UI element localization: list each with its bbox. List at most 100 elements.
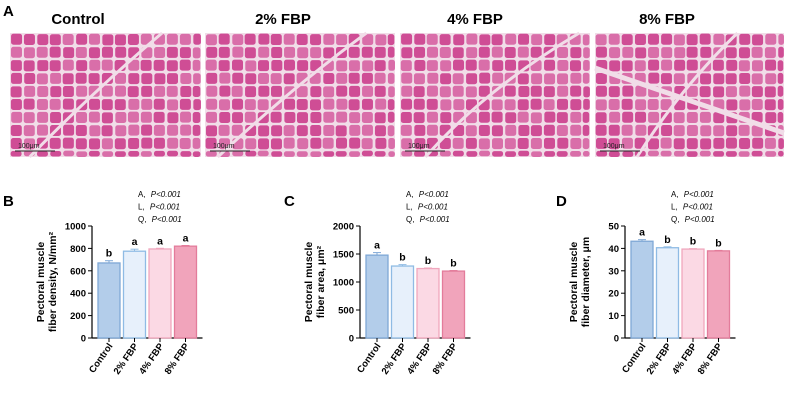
micrograph-row: Control 100μm 2% FBP 100μm 4% FBP 100μm 8% FBP… [10, 11, 785, 159]
muscle-fiber [323, 73, 335, 85]
muscle-fiber [75, 72, 87, 84]
muscle-fiber [569, 60, 581, 72]
muscle-fiber [673, 73, 685, 85]
muscle-fiber [751, 125, 763, 137]
muscle-fiber [336, 34, 348, 46]
muscle-fiber [465, 59, 477, 71]
muscle-fiber [582, 124, 590, 136]
muscle-fiber [739, 99, 751, 111]
bar [148, 248, 172, 339]
muscle-fiber [37, 60, 49, 72]
muscle-fiber [10, 46, 22, 58]
muscle-fiber [348, 33, 360, 45]
muscle-fiber [751, 150, 763, 157]
muscle-fiber [62, 137, 74, 149]
muscle-fiber [283, 125, 295, 137]
muscle-fiber [102, 34, 114, 46]
stat-line: L, P<0.001 [406, 203, 448, 212]
muscle-fiber [23, 47, 35, 59]
stat-p-value: P<0.001 [420, 215, 450, 224]
muscle-fiber [179, 47, 191, 59]
muscle-fiber [699, 86, 711, 98]
muscle-fiber [608, 124, 620, 136]
muscle-fiber [751, 98, 763, 110]
muscle-fiber [595, 46, 607, 58]
muscle-fiber [582, 34, 590, 46]
muscle-fiber [621, 34, 633, 46]
muscle-fiber [154, 47, 166, 59]
muscle-fiber [557, 137, 569, 149]
stat-p-value: P<0.001 [683, 203, 713, 212]
muscle-fiber [778, 150, 784, 157]
muscle-fiber [310, 111, 322, 123]
muscle-fiber [336, 98, 348, 110]
muscle-fiber [777, 111, 784, 123]
muscle-fiber [101, 73, 113, 85]
muscle-fiber [647, 33, 659, 45]
muscle-fiber [401, 98, 413, 110]
muscle-fiber [297, 138, 309, 150]
muscle-fiber [609, 47, 621, 59]
muscle-fiber [595, 34, 607, 46]
muscle-fiber [361, 112, 373, 124]
muscle-fiber [115, 72, 127, 84]
muscle-fiber [478, 138, 490, 150]
muscle-fiber [219, 111, 231, 123]
muscle-fiber [634, 34, 646, 46]
muscle-fiber [37, 34, 49, 46]
muscle-fiber [245, 138, 257, 150]
muscle-fiber [439, 46, 451, 58]
muscle-fiber [166, 60, 178, 72]
muscle-fiber [621, 137, 633, 149]
muscle-fiber [661, 124, 673, 136]
muscle-fiber [478, 46, 490, 58]
muscle-fiber [180, 111, 192, 123]
muscle-fiber [192, 124, 201, 136]
y-axis-label-line2: fiber area, μm² [315, 245, 327, 318]
muscle-fiber [310, 34, 322, 46]
muscle-fiber [10, 72, 22, 84]
muscle-fiber [660, 99, 672, 111]
muscle-fiber [700, 46, 712, 58]
y-tick-label: 50 [608, 222, 619, 233]
muscle-fiber [426, 98, 438, 110]
scale-bar-label: 100μm [408, 143, 430, 150]
muscle-fiber [115, 125, 127, 137]
muscle-fiber [10, 86, 22, 98]
muscle-fiber [23, 125, 35, 137]
muscle-fiber [166, 33, 178, 45]
muscle-fiber [556, 112, 568, 124]
muscle-fiber [453, 34, 465, 46]
muscle-fiber [570, 47, 582, 59]
muscle-fiber [609, 60, 621, 72]
muscle-fiber [530, 85, 542, 97]
muscle-fiber [635, 85, 647, 97]
muscle-fiber [349, 112, 361, 124]
muscle-fiber [101, 46, 113, 58]
muscle-fiber [583, 47, 590, 59]
muscle-fiber [283, 59, 295, 71]
muscle-fiber [180, 151, 192, 157]
muscle-fiber [582, 150, 590, 157]
muscle-fiber [414, 33, 426, 45]
muscle-fiber [232, 112, 244, 124]
muscle-fiber [310, 151, 322, 157]
muscle-fiber [271, 47, 283, 59]
muscle-fiber [530, 125, 542, 137]
muscle-fiber [297, 47, 309, 59]
muscle-fiber [582, 111, 590, 123]
y-tick-label: 2000 [333, 222, 354, 233]
muscle-fiber [127, 111, 139, 123]
y-tick-label: 30 [608, 266, 619, 277]
muscle-fiber [180, 86, 192, 98]
significance-letter: b [450, 258, 456, 270]
muscle-fiber [166, 73, 178, 85]
muscle-fiber [673, 112, 685, 124]
muscle-fiber [167, 112, 179, 124]
muscle-fiber [153, 150, 165, 157]
muscle-fiber [244, 111, 256, 123]
muscle-fiber [505, 59, 517, 71]
muscle-fiber [270, 138, 282, 150]
